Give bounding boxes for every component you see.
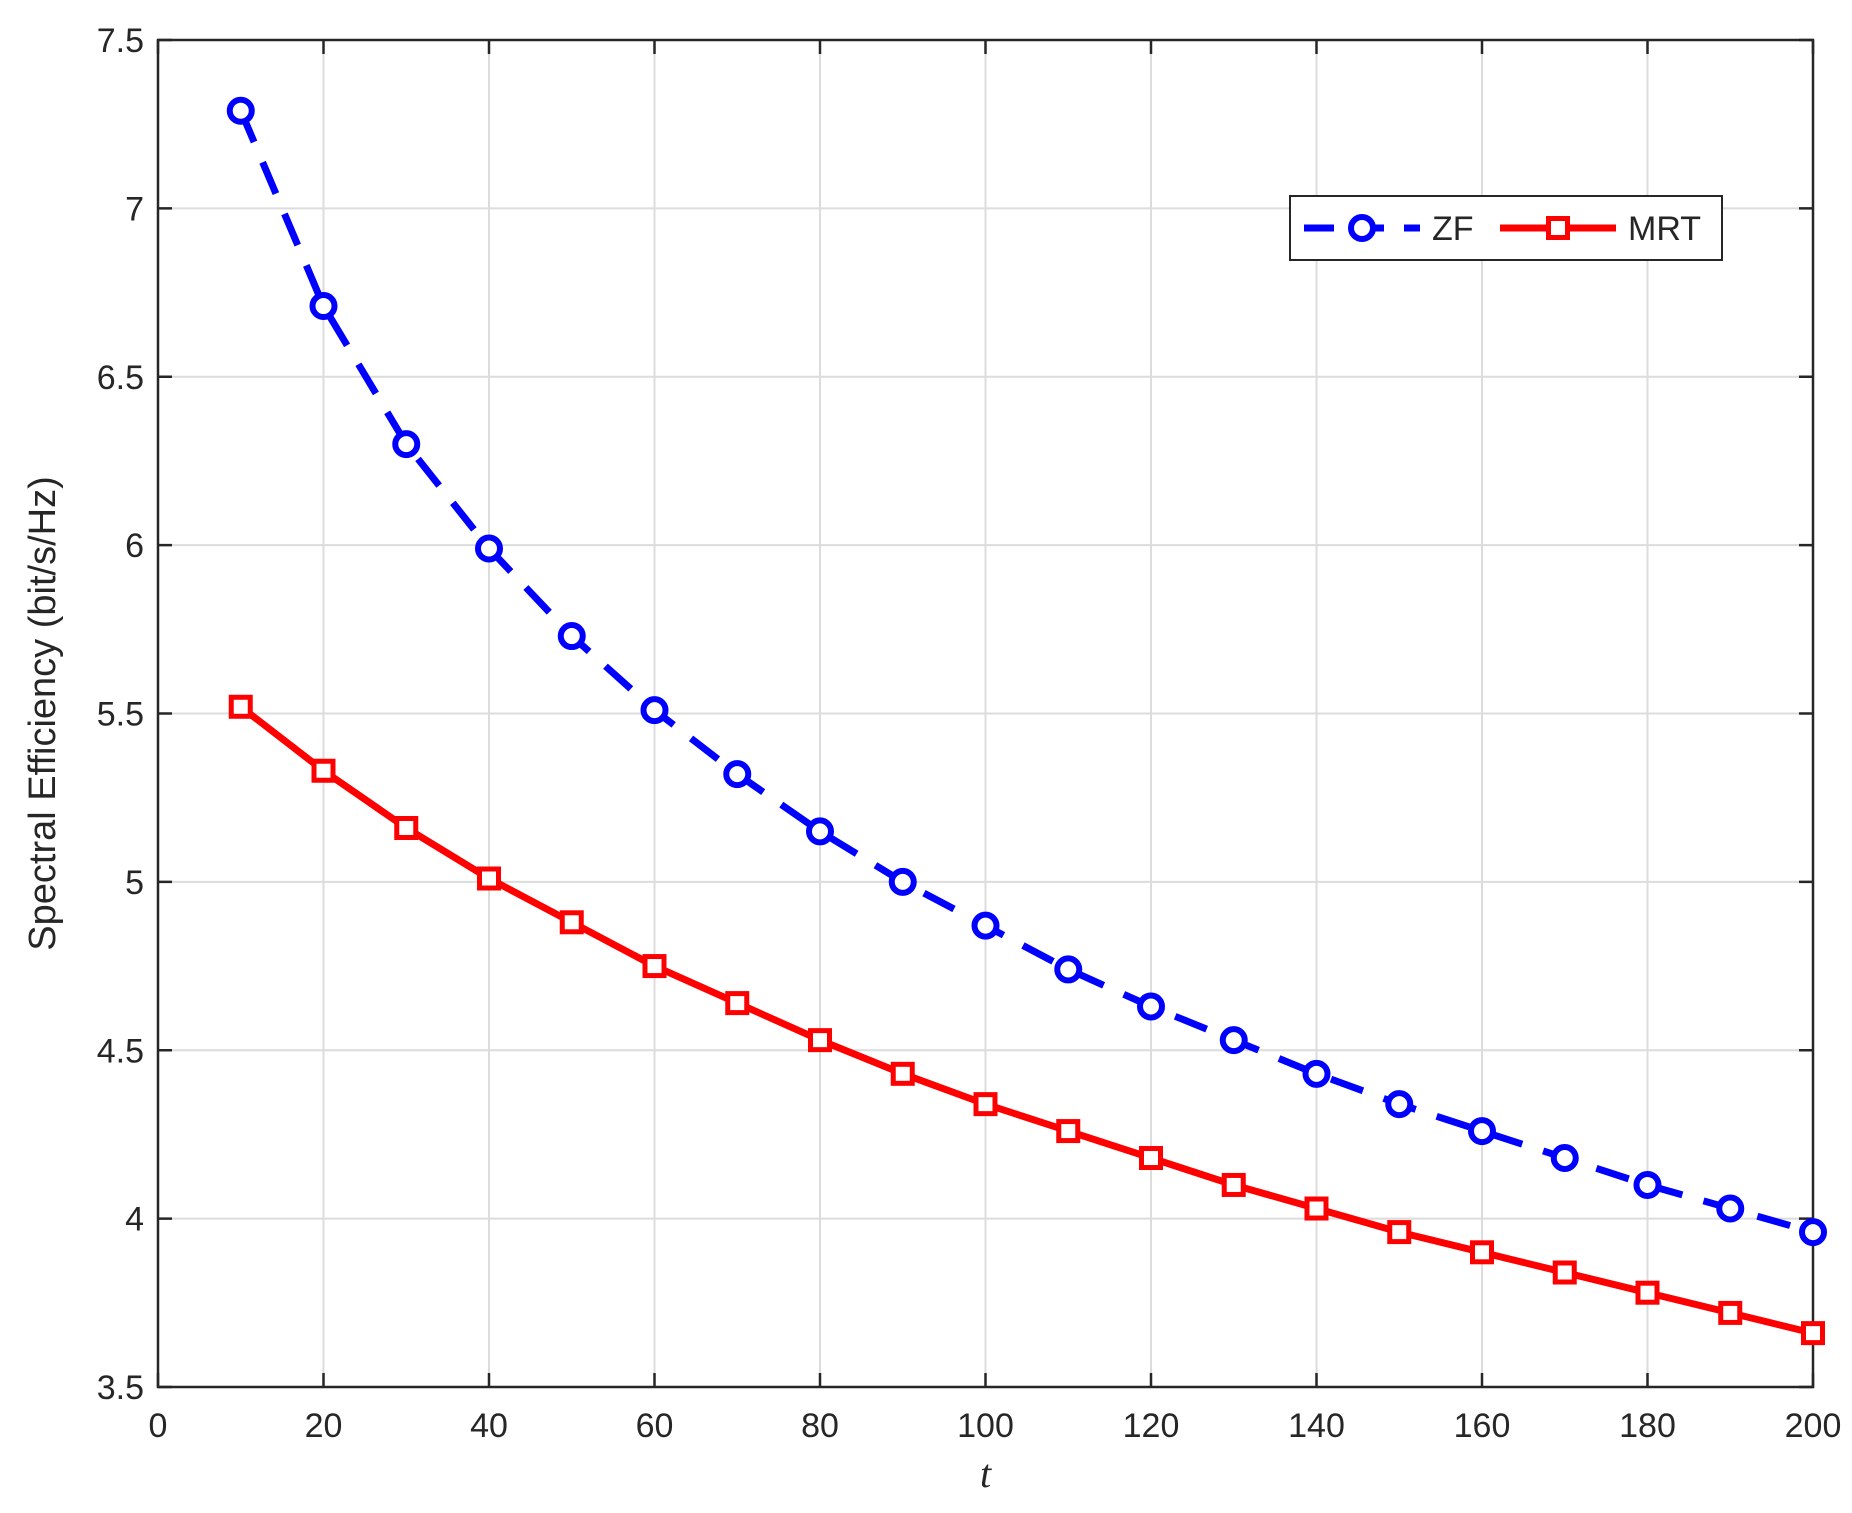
series-zf bbox=[226, 96, 1827, 1247]
zf-marker-legend bbox=[1348, 214, 1376, 242]
zf-marker bbox=[1716, 1194, 1745, 1223]
mrt-marker bbox=[559, 910, 584, 935]
x-tick-label: 100 bbox=[957, 1407, 1014, 1445]
zf-marker bbox=[888, 867, 917, 896]
y-tick-label: 7.5 bbox=[97, 22, 144, 60]
zf-marker bbox=[475, 534, 503, 563]
x-tick-label: 80 bbox=[801, 1407, 839, 1445]
y-tick-label: 6.5 bbox=[97, 359, 144, 397]
mrt-marker bbox=[973, 1092, 998, 1117]
x-axis-label: t bbox=[980, 1451, 992, 1496]
zf-marker bbox=[806, 817, 834, 846]
zf-marker bbox=[1302, 1059, 1331, 1088]
zf-marker bbox=[1054, 955, 1083, 984]
mrt-marker bbox=[1056, 1119, 1081, 1144]
mrt-marker bbox=[1801, 1321, 1825, 1346]
x-tick-label: 20 bbox=[305, 1407, 343, 1445]
x-tick-label: 180 bbox=[1619, 1407, 1676, 1445]
x-tick-label: 200 bbox=[1785, 1407, 1842, 1445]
x-tick-label: 160 bbox=[1454, 1407, 1511, 1445]
legend-label-mrt: MRT bbox=[1628, 210, 1701, 248]
mrt-marker bbox=[228, 694, 253, 719]
y-tick-label: 3.5 bbox=[97, 1369, 144, 1407]
mrt-marker bbox=[394, 815, 419, 840]
zf-marker bbox=[1799, 1218, 1827, 1247]
y-tick-label: 7 bbox=[125, 190, 144, 228]
y-tick-label: 4.5 bbox=[97, 1032, 144, 1070]
series-line-zf bbox=[237, 109, 1814, 1236]
mrt-marker bbox=[1221, 1172, 1246, 1197]
zf-marker bbox=[640, 696, 669, 725]
y-axis-label: Spectral Efficiency (bit/s/Hz) bbox=[22, 476, 64, 950]
zf-marker bbox=[971, 911, 1000, 940]
mrt-marker bbox=[1718, 1300, 1743, 1325]
series-layer bbox=[226, 96, 1827, 1346]
grid bbox=[158, 40, 1813, 1387]
mrt-marker bbox=[1387, 1220, 1412, 1245]
mrt-marker bbox=[1552, 1260, 1577, 1285]
zf-marker bbox=[226, 96, 255, 125]
zf-marker bbox=[309, 292, 338, 321]
axis-ticks bbox=[156, 38, 1815, 1389]
x-tick-label: 120 bbox=[1123, 1407, 1180, 1445]
mrt-marker bbox=[311, 758, 336, 783]
y-tick-label: 5.5 bbox=[97, 696, 144, 734]
zf-marker bbox=[1137, 992, 1165, 1021]
zf-marker bbox=[392, 430, 421, 459]
x-tick-label: 140 bbox=[1288, 1407, 1345, 1445]
y-tick-label: 5 bbox=[125, 864, 144, 902]
mrt-marker bbox=[477, 866, 501, 891]
legend-label-zf: ZF bbox=[1432, 210, 1474, 248]
series-line-mrt bbox=[238, 704, 1814, 1337]
zf-marker bbox=[1385, 1090, 1414, 1119]
x-tick-label: 0 bbox=[149, 1407, 168, 1445]
x-tick-label: 60 bbox=[636, 1407, 674, 1445]
mrt-marker bbox=[890, 1061, 915, 1086]
tick-labels: 0 20 40 60 80 100 120 140 160 180 200 3.5 4 4.5 5 5.5 6 6… bbox=[97, 22, 1842, 1445]
mrt-marker bbox=[1635, 1280, 1660, 1305]
mrt-marker bbox=[1304, 1196, 1329, 1221]
y-tick-label: 6 bbox=[125, 527, 144, 565]
mrt-marker-legend bbox=[1546, 216, 1570, 240]
mrt-marker bbox=[642, 954, 667, 979]
mrt-marker bbox=[725, 991, 750, 1016]
mrt-marker bbox=[1139, 1146, 1163, 1171]
mrt-marker bbox=[1470, 1240, 1494, 1265]
x-tick-label: 40 bbox=[470, 1407, 508, 1445]
legend: ZF MRT bbox=[1289, 195, 1723, 261]
mrt-marker bbox=[808, 1028, 832, 1053]
zf-marker bbox=[1550, 1144, 1579, 1173]
series-mrt bbox=[228, 694, 1825, 1346]
zf-marker bbox=[1219, 1026, 1248, 1055]
zf-marker bbox=[723, 760, 752, 789]
y-tick-label: 4 bbox=[125, 1201, 144, 1239]
zf-marker bbox=[1468, 1117, 1496, 1146]
zf-marker bbox=[557, 622, 586, 651]
zf-marker bbox=[1633, 1170, 1662, 1199]
